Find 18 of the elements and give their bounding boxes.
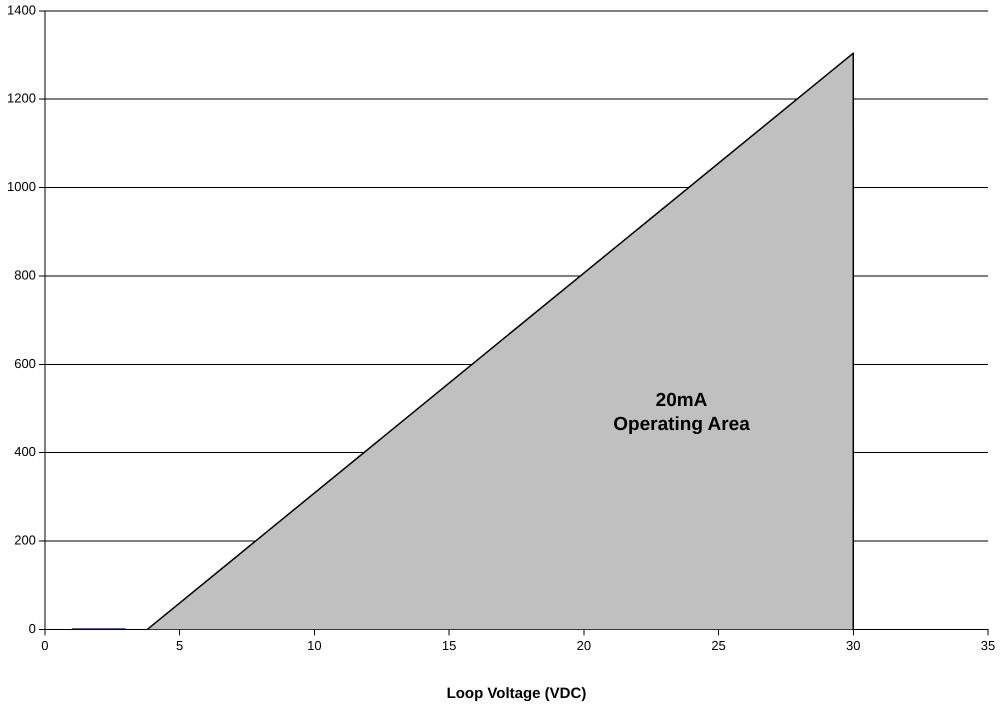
x-axis-title: Loop Voltage (VDC): [446, 685, 586, 702]
x-tick-label: 35: [980, 638, 996, 653]
x-tick-label: 25: [711, 638, 726, 653]
x-tick-label: 30: [846, 638, 861, 653]
annotation: 20mA Operating Area: [613, 390, 750, 436]
y-tick-label: 600: [14, 356, 36, 371]
x-tick-label: 10: [307, 638, 322, 653]
y-tick-label: 800: [14, 267, 36, 282]
y-tick-label: 1000: [7, 179, 36, 194]
y-tick-label: 0: [28, 620, 36, 636]
y-tick-label: 200: [14, 532, 36, 548]
x-tick-label: 15: [442, 638, 456, 653]
y-tick-label: 1200: [7, 90, 36, 106]
y-tick-label: 1400: [7, 2, 36, 18]
x-tick-label: 20: [576, 638, 592, 653]
x-tick-label: 0: [41, 638, 49, 653]
y-tick-label: 400: [14, 444, 36, 460]
x-tick-label: 5: [176, 638, 184, 653]
